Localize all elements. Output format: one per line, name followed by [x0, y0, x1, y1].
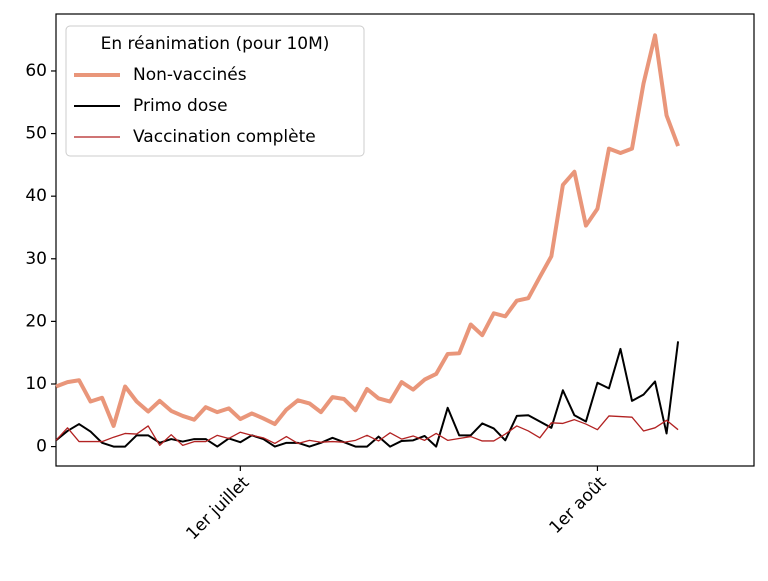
series-line: [55, 33, 680, 428]
y-tick-label: 50: [25, 124, 47, 144]
legend-label: Non-vaccinés: [133, 65, 247, 85]
legend-box: [65, 25, 365, 157]
plot-frame: [55, 13, 755, 467]
y-tick-label: 20: [25, 311, 47, 331]
y-tick-label: 40: [25, 186, 47, 206]
y-tick-label: 30: [25, 249, 47, 269]
legend-label: Primo dose: [133, 96, 228, 116]
legend: En réanimation (pour 10M) Non-vaccinés Pr…: [65, 25, 365, 157]
series-line: [55, 415, 679, 446]
y-tick-label: 60: [25, 61, 47, 81]
x-tick-label: 1er août: [546, 473, 611, 538]
legend-title: En réanimation (pour 10M): [101, 34, 330, 54]
x-tick-label: 1er juillet: [182, 473, 253, 544]
y-tick-label: 10: [25, 374, 47, 394]
y-tick-label: 0: [36, 437, 47, 457]
series-line: [55, 341, 680, 448]
legend-label: Vaccination complète: [133, 127, 316, 147]
